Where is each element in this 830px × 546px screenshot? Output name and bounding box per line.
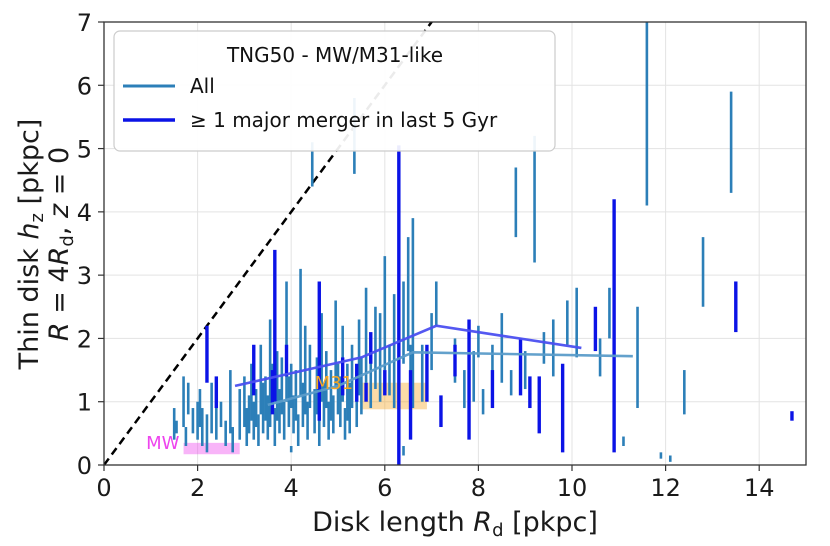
- x-tick-label: 6: [377, 474, 392, 502]
- annotations: MW M31: [146, 373, 353, 454]
- legend-label-merger: ≥ 1 major merger in last 5 Gyr: [190, 108, 498, 132]
- mw-label: MW: [146, 433, 180, 454]
- x-tick-label: 12: [650, 474, 681, 502]
- reference-line-one-to-one-behind-legend: [436, 0, 455, 16]
- legend-box: [113, 30, 556, 152]
- observation-box-MW: [183, 442, 240, 455]
- x-axis-label: Disk length Rd [pkpc]: [312, 507, 598, 541]
- y-tick-label: 6: [77, 72, 92, 100]
- y-tick-label: 1: [77, 389, 92, 417]
- y-tick-label: 0: [77, 452, 92, 480]
- series-merger: [205, 145, 794, 465]
- median-line-merger: [234, 324, 582, 388]
- y-tick-label: 2: [77, 325, 92, 353]
- plot-area: [104, 0, 794, 465]
- x-tick-label: 10: [557, 474, 588, 502]
- y-tick-label: 3: [77, 262, 92, 290]
- m31-label: M31: [315, 373, 353, 394]
- y-axis-label: Thin disk hz [pkpc] R = 4Rd, z = 0: [14, 119, 78, 371]
- plot-frame: [103, 21, 807, 466]
- y-tick-label: 4: [77, 199, 92, 227]
- x-tick-label: 2: [190, 474, 205, 502]
- legend-title: TNG50 - MW/M31-like: [226, 43, 443, 67]
- x-tick-label: 4: [284, 474, 299, 502]
- x-tick-label: 0: [96, 474, 111, 502]
- median-line-all: [267, 351, 633, 407]
- reference-line-one-to-one: [104, 22, 434, 465]
- y-tick-label: 7: [77, 9, 92, 37]
- y-tick-label: 5: [77, 136, 92, 164]
- legend: TNG50 - MW/M31-like All ≥ 1 major merger…: [113, 30, 556, 152]
- median-lines: [234, 324, 633, 407]
- svg-text:R = 4Rd, z = 0: R = 4Rd, z = 0: [44, 147, 78, 341]
- svg-text:Thin disk hz [pkpc]: Thin disk hz [pkpc]: [14, 119, 48, 371]
- x-tick-label: 14: [744, 474, 775, 502]
- legend-label-all: All: [190, 74, 215, 98]
- reference-lines: [104, 0, 455, 465]
- x-tick-label: 8: [471, 474, 486, 502]
